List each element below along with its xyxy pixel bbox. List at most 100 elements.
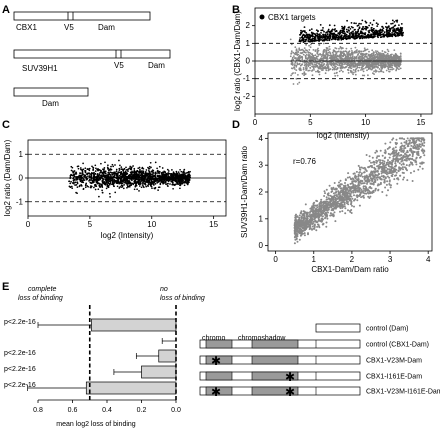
panel-c-lines: [28, 153, 226, 203]
panel-c-point: [72, 171, 74, 174]
panel-b-point-grey: [363, 62, 366, 65]
panel-b-point-target: [323, 36, 326, 39]
panel-b-point-target: [310, 28, 313, 30]
panel-c-point: [139, 168, 141, 171]
panel-d-point: [400, 150, 403, 153]
panel-b-point-grey: [309, 58, 312, 61]
panel-c-point: [90, 172, 93, 175]
panel-b-point-grey: [373, 52, 375, 54]
panel-b-legend-label: CBX1 targets: [268, 13, 316, 22]
panel-c-point: [163, 179, 165, 181]
panel-b-point-grey: [374, 63, 377, 66]
panel-b-point-target: [349, 33, 351, 36]
panel-b-point-grey: [298, 81, 301, 84]
panel-b-point-target: [355, 22, 357, 25]
panel-b-point-grey: [358, 51, 361, 54]
panel-c-point: [164, 174, 166, 177]
panel-b-point-grey: [380, 61, 383, 63]
panel-c-point: [149, 179, 151, 181]
panel-b-point-target: [357, 24, 360, 27]
panel-b-point-target: [372, 19, 375, 22]
panel-b-point-grey: [341, 67, 344, 69]
panel-b-point-grey: [372, 72, 374, 75]
panel-c-point: [140, 172, 143, 175]
panel-b-point-target: [329, 35, 332, 37]
panel-b-point-target: [320, 29, 323, 32]
panel-d-point: [356, 199, 359, 202]
panel-b-point-grey: [395, 68, 398, 71]
panel-b-point-target: [377, 23, 379, 26]
panel-c-point: [133, 170, 136, 173]
panel-b-point-grey: [317, 67, 320, 70]
panel-b-point-grey: [331, 66, 334, 69]
panel-c-point: [172, 181, 174, 184]
panel-b-point-grey: [322, 50, 325, 53]
panel-b-point-grey: [329, 56, 331, 59]
panel-c-point: [101, 191, 104, 194]
panel-b-point-grey: [327, 54, 329, 56]
panel-b-point-grey: [289, 55, 292, 58]
panel-b-point-grey: [307, 61, 310, 64]
panel-b-point-grey: [351, 71, 353, 74]
panel-b-point-grey: [318, 71, 321, 73]
panel-b-point-grey: [339, 55, 341, 58]
panel-b-point-target: [391, 27, 393, 29]
panel-b-point-grey: [333, 72, 336, 75]
panel-c-point: [93, 184, 96, 186]
panel-c-point: [101, 171, 104, 174]
panel-b-point-target: [367, 34, 370, 37]
panel-b-point-grey: [305, 51, 307, 54]
panel-b-point-grey: [295, 48, 298, 51]
panel-b-point-grey: [377, 51, 380, 54]
panel-b-point-grey: [345, 65, 347, 68]
panel-b-point-grey: [365, 63, 368, 66]
panel-c-point: [80, 175, 83, 177]
panel-d-point: [395, 138, 398, 141]
panel-b-point-target: [301, 39, 303, 42]
panel-b-point-grey: [331, 51, 334, 54]
panel-b-point-target: [361, 19, 364, 22]
panel-b-point-target: [345, 38, 348, 40]
panel-b-point-grey: [336, 74, 339, 77]
panel-b-point-grey: [309, 66, 312, 69]
panel-b-point-grey: [366, 69, 368, 72]
panel-b-ylabel: log2 ratio (CBX1-Dam/Dam): [233, 11, 242, 111]
panel-b-point-grey: [295, 64, 298, 67]
panel-c-point: [104, 183, 107, 185]
panel-d-point: [409, 171, 412, 174]
panel-b-point-target: [376, 30, 379, 33]
panel-b-point-grey: [331, 59, 334, 61]
panel-b-point-target: [323, 34, 325, 36]
panel-b-point-grey: [338, 47, 340, 50]
panel-b-point-grey: [336, 67, 339, 70]
panel-b-point-grey: [320, 57, 322, 59]
panel-b-point-grey: [336, 55, 338, 58]
panel-b-point-grey: [309, 62, 312, 64]
panel-b-point-target: [375, 29, 377, 32]
panel-d-point: [347, 172, 350, 175]
panel-c-point: [97, 179, 100, 181]
panel-c-point: [188, 175, 191, 178]
panel-b-point-grey: [399, 58, 401, 61]
panel-c-point: [151, 169, 154, 171]
panel-b-point-grey: [357, 63, 360, 65]
panel-c-point: [102, 168, 105, 171]
panel-c-point: [145, 185, 148, 188]
panel-b-point-grey: [294, 72, 297, 74]
panel-b-point-target: [398, 30, 401, 33]
panel-c-point: [118, 169, 121, 171]
panel-b-point-grey: [342, 47, 344, 50]
panel-b-point-grey: [343, 52, 345, 55]
panel-b-point-grey: [383, 51, 386, 53]
panel-b-point-grey: [303, 61, 306, 64]
panel-b-xlabel: log2 (Intensity): [317, 131, 370, 140]
panel-b-point-grey: [349, 69, 352, 72]
panel-b-point-grey: [314, 57, 317, 60]
panel-c-point: [85, 182, 88, 185]
panel-b-point-target: [353, 37, 356, 40]
panel-b-point-target: [377, 36, 379, 39]
panel-b-point-grey: [295, 58, 298, 60]
panel-b-point-target: [384, 34, 386, 37]
panel-d-point: [300, 210, 303, 213]
panel-b-point-grey: [306, 63, 308, 66]
